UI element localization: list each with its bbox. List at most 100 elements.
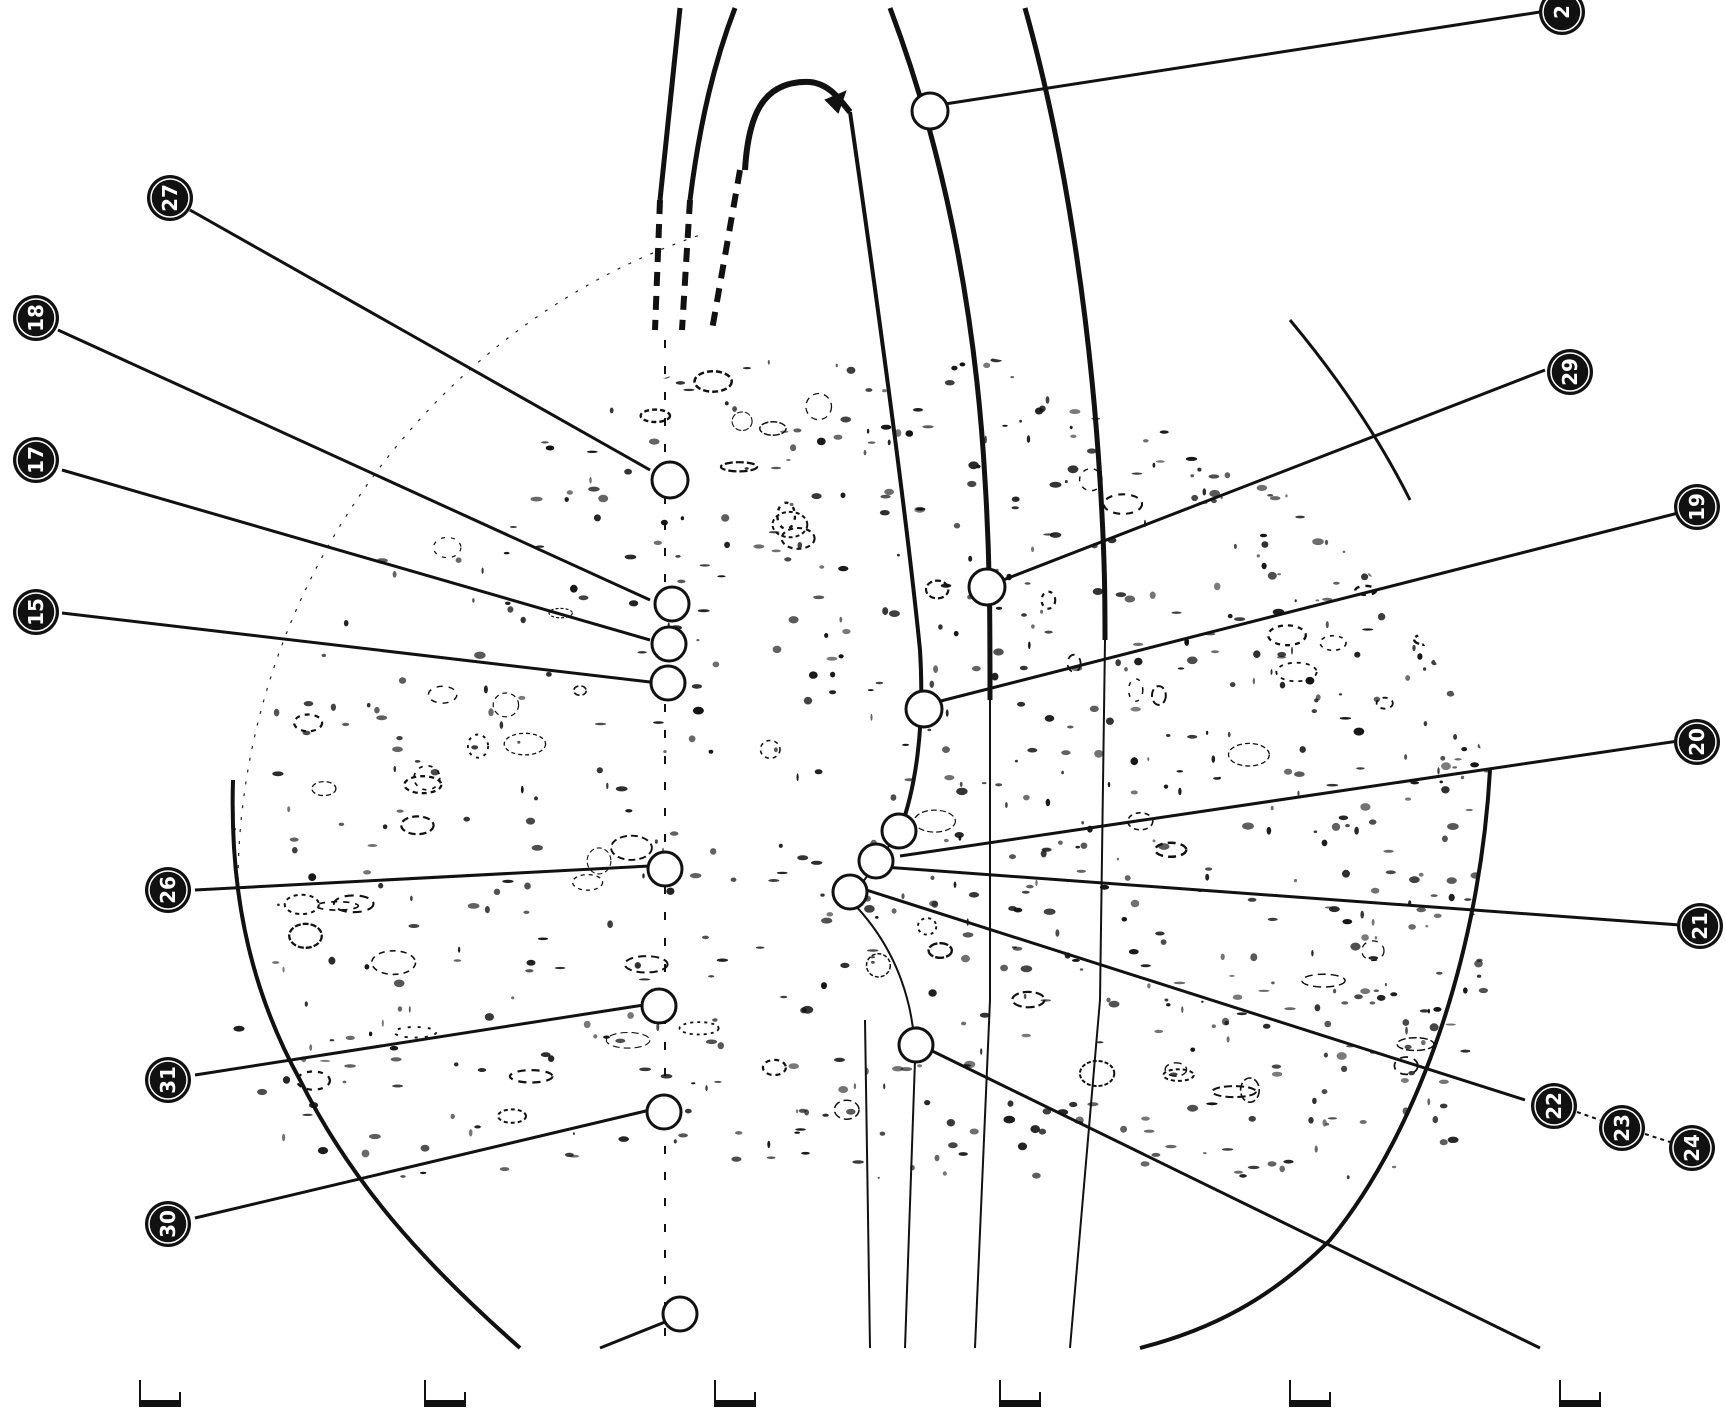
surface-speck [810,860,823,865]
surface-speck [1470,762,1479,768]
surface-speck [474,1125,481,1129]
crater-rim [1319,634,1347,652]
surface-speck [639,1067,652,1072]
surface-speck [1408,924,1416,930]
surface-speck [838,1086,849,1093]
surface-speck [793,428,802,433]
surface-speck [308,873,317,881]
surface-speck [1267,917,1278,922]
surface-speck [272,771,284,777]
crater-rim [678,1021,720,1036]
surface-speck [1007,1100,1014,1107]
surface-speck [1165,1144,1177,1149]
surface-speck [1108,1000,1120,1008]
surface-speck [1430,894,1438,897]
crater-rim [283,893,320,916]
surface-speck [1369,1001,1376,1005]
surface-speck [1324,906,1334,909]
surface-speck [304,1001,308,1007]
surface-speck [996,350,1008,356]
crater-rim [370,949,417,976]
surface-speck [1445,1023,1456,1026]
surface-speck [531,844,543,851]
surface-speck [1271,981,1275,985]
surface-speck [398,677,407,684]
surface-speck [774,747,778,753]
surface-speck [1368,956,1379,960]
surface-speck [1115,592,1127,598]
surface-speck [724,541,731,549]
surface-speck [273,708,280,717]
surface-speck [1419,1009,1430,1013]
surface-speck [505,601,511,605]
surface-speck [902,299,905,304]
surface-speck [1120,1125,1128,1133]
surface-speck [943,838,949,843]
surface-speck [1277,651,1287,658]
surface-speck [392,746,403,753]
surface-speck [1227,731,1231,738]
surface-speck [1342,919,1353,925]
surface-speck [724,401,729,406]
surface-speck [712,1018,718,1022]
surface-speck [656,1023,660,1032]
surface-speck [1045,798,1051,807]
surface-speck [366,703,371,708]
surface-speck [1247,897,1257,902]
surface-speck [767,1140,771,1149]
surface-speck [1391,1165,1397,1169]
site-marker [831,873,869,911]
surface-speck [813,595,825,600]
surface-speck [902,743,910,747]
surface-speck [1404,1044,1412,1050]
crater-rim [693,370,733,393]
surface-speck [1059,299,1064,306]
surface-speck [1423,721,1428,727]
surface-speck [450,1113,455,1120]
site-marker [646,850,684,888]
badge-28: 2 [1539,0,1585,35]
surface-speck [1464,898,1472,901]
surface-speck [692,706,704,715]
surface-speck [472,598,475,603]
surface-speck [1038,1128,1047,1135]
surface-speck [1031,624,1035,629]
surface-speck [824,633,829,638]
surface-speck [593,514,601,522]
crater-rim [1102,493,1144,515]
surface-speck [303,701,314,707]
surface-speck [342,722,350,727]
surface-speck [1166,1003,1171,1007]
surface-speck [381,1019,384,1027]
surface-speck [484,906,490,914]
surface-speck [1067,465,1079,474]
surface-speck [565,1152,574,1157]
badge-26-label: 26 [156,876,180,904]
surface-speck [697,609,710,613]
surface-speck [678,1133,688,1138]
surface-speck [708,975,715,978]
surface-speck [484,1013,494,1021]
surface-speck [1069,425,1073,430]
surface-speck [363,870,372,875]
surface-speck [1155,931,1165,936]
surface-speck [1080,842,1088,849]
surface-speck [1061,750,1071,756]
surface-speck [468,1129,473,1137]
surface-speck [272,961,280,964]
surface-speck [1308,1117,1314,1124]
surface-speck [984,284,994,289]
crater-rim [610,834,653,861]
surface-speck [677,579,686,584]
badge-21: 21 [1677,903,1723,949]
surface-speck [566,490,573,495]
surface-speck [1433,913,1442,918]
surface-speck [699,564,710,567]
badge-21-label: 21 [1688,912,1712,940]
surface-speck [1002,424,1008,427]
surface-speck [1421,1040,1426,1046]
surface-speck [1220,496,1223,499]
crater-rim [403,775,443,795]
surface-speck [980,1048,983,1055]
crater-rim [617,357,645,380]
